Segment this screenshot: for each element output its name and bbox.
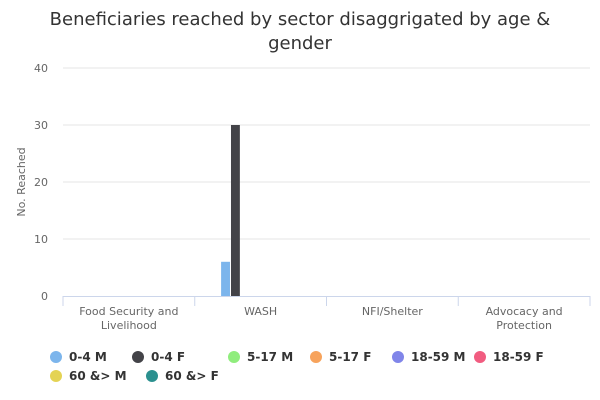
legend-swatch-icon	[132, 351, 144, 363]
x-axis-labels: Food Security and Livelihood WASH NFI/Shelt…	[79, 305, 562, 332]
legend-row: 60 &> M 60 &> F	[50, 366, 590, 385]
legend-swatch-icon	[228, 351, 240, 363]
legend-item[interactable]: 0-4 M	[50, 350, 132, 364]
y-tick-label: 0	[41, 290, 48, 303]
y-tick-label: 20	[34, 176, 48, 189]
y-tick-label: 30	[34, 119, 48, 132]
legend-label: 5-17 M	[247, 350, 293, 364]
bars	[221, 125, 240, 296]
legend-item[interactable]: 60 &> F	[146, 369, 228, 383]
legend-item[interactable]: 5-17 M	[228, 350, 310, 364]
grid-lines	[63, 68, 590, 239]
legend-swatch-icon	[392, 351, 404, 363]
x-tick-label: WASH	[244, 305, 277, 318]
legend-item[interactable]: 18-59 F	[474, 350, 570, 364]
y-axis-label: No. Reached	[15, 147, 28, 216]
bar-0-4-m-1[interactable]	[221, 262, 230, 296]
legend-item[interactable]: 60 &> M	[50, 369, 146, 383]
legend-item[interactable]: 18-59 M	[392, 350, 474, 364]
x-tick-label: Food Security and Livelihood	[79, 305, 178, 332]
legend-swatch-icon	[474, 351, 486, 363]
y-axis-ticks: 0 10 20 30 40	[34, 62, 48, 303]
legend-swatch-icon	[50, 370, 62, 382]
legend: 0-4 M 0-4 F 5-17 M 5-17 F 18-59 M 18-59 F 60 …	[50, 347, 590, 385]
legend-label: 18-59 M	[411, 350, 466, 364]
legend-swatch-icon	[50, 351, 62, 363]
legend-label: 5-17 F	[329, 350, 371, 364]
legend-label: 18-59 F	[493, 350, 544, 364]
legend-swatch-icon	[146, 370, 158, 382]
legend-swatch-icon	[310, 351, 322, 363]
x-tick-label: NFI/Shelter	[362, 305, 423, 318]
legend-item[interactable]: 5-17 F	[310, 350, 392, 364]
legend-label: 0-4 F	[151, 350, 185, 364]
legend-label: 0-4 M	[69, 350, 107, 364]
legend-label: 60 &> F	[165, 369, 219, 383]
bar-0-4-f-1[interactable]	[231, 125, 240, 296]
legend-item[interactable]: 0-4 F	[132, 350, 228, 364]
legend-row: 0-4 M 0-4 F 5-17 M 5-17 F 18-59 M 18-59 F	[50, 347, 590, 366]
chart-plot: 0 10 20 30 40 Food Security and Livelihood WAS…	[0, 0, 600, 345]
x-tick-label: Advocacy and Protection	[486, 305, 563, 332]
y-tick-label: 10	[34, 233, 48, 246]
y-tick-label: 40	[34, 62, 48, 75]
legend-label: 60 &> M	[69, 369, 127, 383]
